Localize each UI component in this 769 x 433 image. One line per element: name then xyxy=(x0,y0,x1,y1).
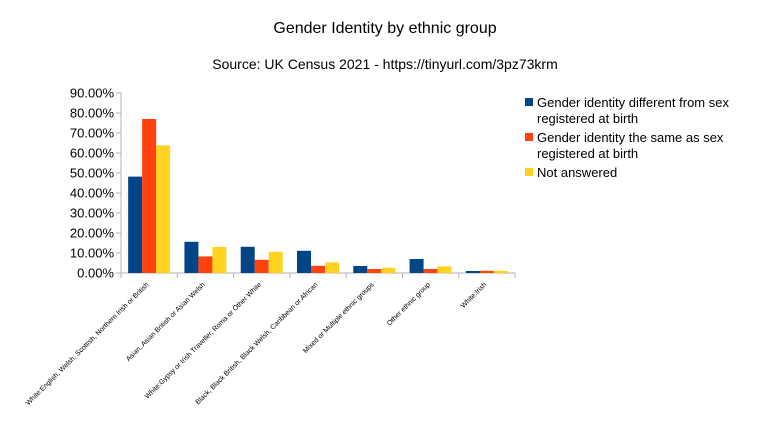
chart-subtitle: Source: UK Census 2021 - https://tinyurl… xyxy=(212,56,557,72)
x-tick-label: Black, Black British, Black Welsh, Carib… xyxy=(195,281,320,406)
bar-1-3 xyxy=(240,246,255,273)
y-tick-label: 20.00% xyxy=(70,226,115,241)
bars xyxy=(128,119,508,273)
y-tick-label: 10.00% xyxy=(70,246,115,261)
chart-title: Gender Identity by ethnic group xyxy=(273,20,496,37)
bar-2-2 xyxy=(198,256,213,273)
bar-3-3 xyxy=(268,251,283,273)
bar-3-1 xyxy=(156,145,171,273)
legend-label: registered at birth xyxy=(537,111,638,126)
x-tick-label: White:English, Welsh, Scottish, Northern… xyxy=(25,281,151,407)
y-tick-label: 90.00% xyxy=(70,86,115,101)
bar-3-7 xyxy=(493,270,508,273)
y-tick-label: 80.00% xyxy=(70,106,115,121)
y-tick-label: 50.00% xyxy=(70,166,115,181)
y-tick-label: 30.00% xyxy=(70,206,115,221)
bar-2-1 xyxy=(142,119,157,273)
x-tick-labels: White:English, Welsh, Scottish, Northern… xyxy=(25,281,488,407)
bar-3-2 xyxy=(212,247,227,273)
legend-swatch-1 xyxy=(525,98,533,106)
x-tick-label: Other ethnic group xyxy=(386,281,432,327)
bar-2-4 xyxy=(311,265,325,273)
bar-2-7 xyxy=(479,270,494,273)
x-tick-label: White:Gypsy or Irish Traveller, Roma or … xyxy=(144,281,263,400)
y-tick-label: 70.00% xyxy=(70,126,115,141)
legend: Gender identity different from sexregist… xyxy=(525,95,729,180)
legend-label: Not answered xyxy=(537,165,617,180)
legend-label: registered at birth xyxy=(537,146,638,161)
legend-label: Gender identity different from sex xyxy=(537,95,729,110)
legend-swatch-2 xyxy=(525,133,533,141)
bar-3-4 xyxy=(325,262,339,273)
bar-2-3 xyxy=(254,259,269,273)
y-tick-label: 40.00% xyxy=(70,186,115,201)
y-axis: 0.00% 10.00% 20.00% 30.00% 40.00% 50.00% 60.00… xyxy=(70,86,122,281)
bar-2-5 xyxy=(367,269,382,273)
x-tick-label: White:Irish xyxy=(460,281,488,309)
bar-3-6 xyxy=(437,266,452,273)
y-tick-label: 0.00% xyxy=(77,266,114,281)
bar-1-1 xyxy=(128,176,143,273)
legend-swatch-3 xyxy=(525,168,533,176)
bar-2-6 xyxy=(423,269,438,273)
bar-1-7 xyxy=(465,271,480,273)
bar-1-5 xyxy=(353,266,368,273)
x-axis xyxy=(120,272,516,278)
y-tick-label: 60.00% xyxy=(70,146,115,161)
bar-1-6 xyxy=(409,259,424,273)
bar-3-5 xyxy=(381,267,396,273)
bar-1-4 xyxy=(297,250,311,273)
bar-1-2 xyxy=(184,241,199,273)
legend-label: Gender identity the same as sex xyxy=(537,130,724,145)
